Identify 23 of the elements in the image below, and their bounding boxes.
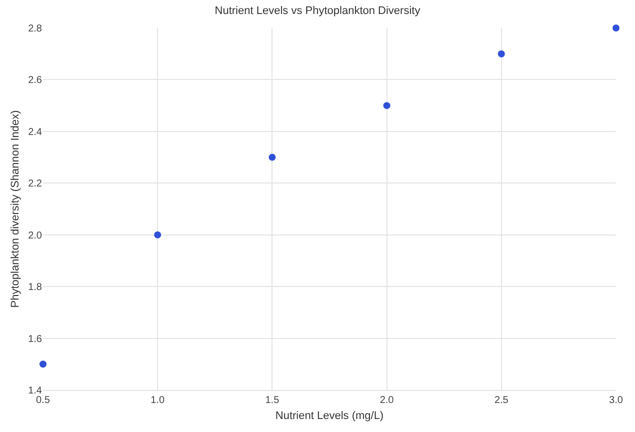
y-tick-label: 2.0 xyxy=(28,230,42,242)
y-tick-label: 2.6 xyxy=(28,75,42,86)
point xyxy=(40,360,46,368)
x-axis-title: Nutrient Levels (mg/L) xyxy=(275,410,384,422)
y-tick-label: 1.6 xyxy=(28,334,42,345)
y-tick-label: 2.4 xyxy=(28,126,42,138)
y-tick-label: 2.2 xyxy=(28,178,42,190)
x-tick-label: 2.5 xyxy=(494,395,509,406)
y-tick-label: 1.8 xyxy=(28,282,42,294)
x-tick-label: 3.0 xyxy=(609,395,624,406)
point xyxy=(498,50,505,58)
point xyxy=(268,154,276,161)
point xyxy=(383,102,390,110)
point xyxy=(612,24,620,32)
x-tick-label: 1.0 xyxy=(150,395,165,406)
x-tick-label: 1.5 xyxy=(265,395,280,406)
y-tick-label: 2.8 xyxy=(28,24,42,34)
point xyxy=(154,231,162,238)
y-axis-title: Phytoplankton diversity (Shannon Index) xyxy=(10,110,22,308)
chart-title: Nutrient Levels vs Phytoplankton Diversity xyxy=(214,5,421,18)
x-tick-label: 0.5 xyxy=(36,395,50,406)
x-tick-label: 2.0 xyxy=(380,395,394,406)
y-tick-label: 1.4 xyxy=(28,386,42,396)
